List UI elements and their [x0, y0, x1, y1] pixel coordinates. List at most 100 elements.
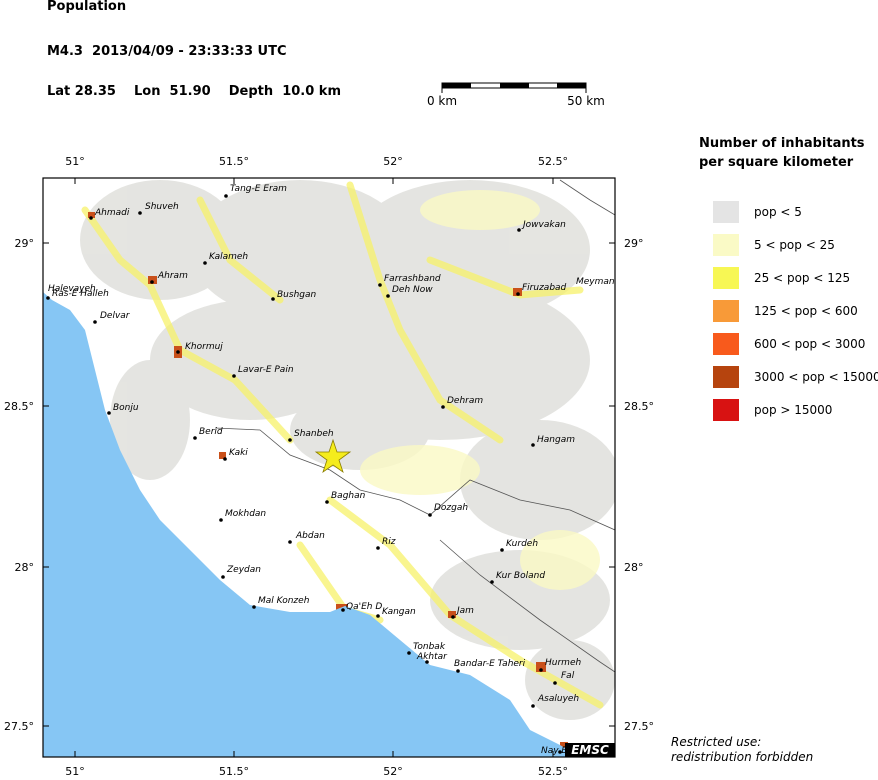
- place-label: Jam: [455, 606, 474, 616]
- legend-title: per square kilometer: [699, 155, 854, 170]
- legend-label: 5 < pop < 25: [754, 238, 835, 252]
- legend-label: 25 < pop < 125: [754, 271, 850, 285]
- legend-swatch: [713, 399, 739, 421]
- lat-label: 27.5°: [4, 720, 34, 733]
- sea: [43, 292, 580, 757]
- place-dot: [539, 668, 543, 672]
- map-frame: [42, 177, 616, 758]
- lon-label: 52°: [383, 765, 403, 778]
- legend-title: Number of inhabitants: [699, 136, 865, 151]
- lon-label: 51°: [65, 155, 85, 168]
- place-dot: [407, 651, 411, 655]
- place-label: Kurdeh: [506, 539, 538, 549]
- location-info: Lat 28.35 Lon 51.90 Depth 10.0 km: [47, 84, 341, 99]
- title: Population: [47, 0, 126, 14]
- place-label: Kaki: [229, 448, 248, 458]
- place-label: Tang-E Eram: [230, 184, 287, 194]
- place-label: Mokhdan: [225, 509, 266, 519]
- place-label: Berid: [199, 427, 223, 437]
- logo-text: EMSC: [571, 743, 609, 757]
- place-label: Ahmadi: [94, 208, 130, 218]
- map-area: [43, 178, 615, 757]
- place-dot: [441, 405, 445, 409]
- place-dot: [46, 296, 50, 300]
- place-dot: [219, 518, 223, 522]
- place-label: Mal Konzeh: [258, 596, 310, 606]
- place-label: Lavar-E Pain: [238, 365, 294, 375]
- place-dot: [553, 681, 557, 685]
- place-label: Bandar-E Taheri: [454, 659, 526, 669]
- scale-end: 50 km: [567, 94, 605, 108]
- place-label: Shanbeh: [294, 429, 334, 439]
- place-dot: [376, 614, 380, 618]
- place-dot: [516, 292, 520, 296]
- place-dot: [376, 546, 380, 550]
- event-info: M4.3 2013/04/09 - 23:33:33 UTC: [47, 44, 286, 59]
- place-label: Akhtar: [416, 652, 448, 662]
- place-dot: [531, 443, 535, 447]
- legend-label: 125 < pop < 600: [754, 304, 858, 318]
- lat-label: 27.5°: [624, 720, 654, 733]
- place-label: Baghan: [331, 491, 366, 501]
- place-label: Ras-E Halleh: [52, 289, 109, 299]
- place-dot: [193, 436, 197, 440]
- place-label: Deh Now: [392, 285, 433, 295]
- place-dot: [425, 660, 429, 664]
- epicenter-star: [314, 438, 352, 474]
- place-label: Dozgah: [434, 503, 468, 513]
- place-dot: [456, 669, 460, 673]
- place-dot: [93, 320, 97, 324]
- legend-swatch: [713, 201, 739, 223]
- place-label: Ahram: [157, 271, 188, 281]
- legend-label: pop < 5: [754, 205, 802, 219]
- place-label: Hurmeh: [545, 658, 581, 668]
- lat-label: 29°: [624, 237, 644, 250]
- place-label: Abdan: [295, 531, 325, 541]
- place-label: Khormuj: [185, 342, 223, 352]
- lat-label: 28°: [15, 561, 35, 574]
- place-dot: [341, 608, 345, 612]
- place-label: Tonbak: [413, 642, 446, 652]
- legend-label: pop > 15000: [754, 403, 832, 417]
- place-label: Fal: [561, 671, 575, 681]
- place-dot: [150, 280, 154, 284]
- place-label: Shuveh: [145, 202, 179, 212]
- place-dot: [558, 750, 562, 754]
- place-dot: [232, 374, 236, 378]
- lat-label: 28.5°: [4, 400, 34, 413]
- place-dot: [271, 297, 275, 301]
- lat-label: 29°: [15, 237, 35, 250]
- lon-label: 52.5°: [538, 765, 568, 778]
- place-label: Kalameh: [209, 252, 248, 262]
- lon-label: 52.5°: [538, 155, 568, 168]
- place-dot: [203, 261, 207, 265]
- lat-label: 28.5°: [624, 400, 654, 413]
- legend-swatch: [713, 234, 739, 256]
- place-label: Firuzabad: [522, 283, 567, 293]
- place-dot: [451, 615, 455, 619]
- legend-label: 3000 < pop < 15000: [754, 370, 878, 384]
- place-dot: [531, 704, 535, 708]
- place-dot: [288, 438, 292, 442]
- footer: Restricted use:: [671, 735, 761, 749]
- place-dot: [517, 228, 521, 232]
- place-dot: [288, 540, 292, 544]
- place-dot: [138, 211, 142, 215]
- place-dot: [378, 283, 382, 287]
- scale-bar: [441, 82, 587, 93]
- place-label: Nay B: [541, 746, 568, 756]
- legend-swatch: [713, 300, 739, 322]
- place-dot: [252, 605, 256, 609]
- place-label: Bonju: [113, 403, 139, 413]
- place-label: Jowvakan: [521, 220, 566, 230]
- lon-label: 51.5°: [219, 155, 249, 168]
- places: Tang-E Eram Ahmadi Shuveh Jowvakan Kalameh Ah…: [46, 184, 615, 756]
- place-label: Hangam: [537, 435, 575, 445]
- place-label: Delvar: [100, 311, 131, 321]
- legend-swatch: [713, 333, 739, 355]
- place-label: Kur Boland: [496, 571, 545, 581]
- place-dot: [386, 294, 390, 298]
- place-label: Asaluyeh: [537, 694, 579, 704]
- place-label: Kangan: [382, 607, 416, 617]
- place-dot: [428, 513, 432, 517]
